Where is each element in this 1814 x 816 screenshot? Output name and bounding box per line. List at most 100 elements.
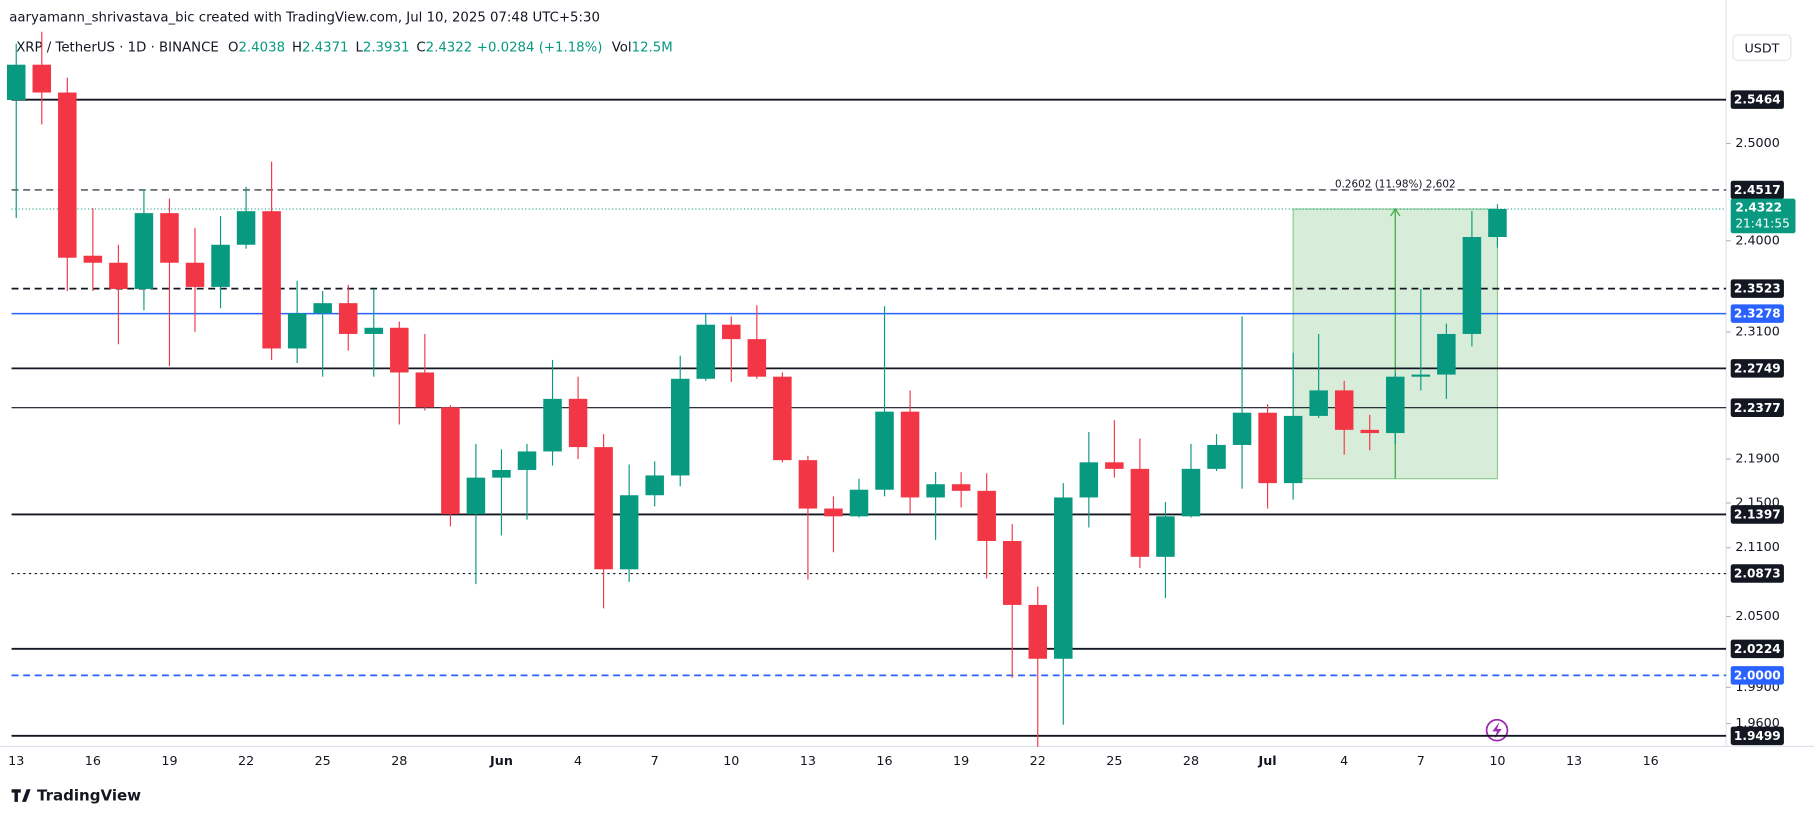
author-line: aaryamann_shrivastava_bic created with T… xyxy=(9,11,600,26)
price-tag xyxy=(1730,505,1784,524)
candle-body xyxy=(722,324,741,340)
candle-body xyxy=(594,447,613,570)
price-tag-label: 1.9499 xyxy=(1734,729,1781,743)
candle-body xyxy=(185,262,205,287)
candle-body xyxy=(160,213,179,263)
candle-body xyxy=(83,255,103,263)
candle-body xyxy=(262,211,281,349)
candle-body xyxy=(32,64,52,93)
candle-body xyxy=(6,64,26,101)
x-tick-label: Jul xyxy=(1258,753,1277,768)
change: +0.0284 (+1.18%) xyxy=(477,41,603,56)
y-tick-label: 2.0500 xyxy=(1735,608,1780,623)
price-tag xyxy=(1730,180,1784,200)
currency-box[interactable] xyxy=(1732,34,1792,61)
y-tick-label: 2.3100 xyxy=(1735,323,1780,338)
countdown: 21:41:55 xyxy=(1735,217,1789,231)
last-price-label: 2.4322 xyxy=(1735,200,1782,214)
price-tag-label: 2.0873 xyxy=(1734,567,1781,581)
price-tag-label: 2.0000 xyxy=(1734,668,1781,682)
x-tick-label: 22 xyxy=(238,753,254,768)
candle-body xyxy=(338,303,358,334)
ohlc-value: 2.4322 xyxy=(426,41,473,56)
measure-label: 0.2602 (11.98%) 2,602 xyxy=(1335,179,1456,191)
candle-body xyxy=(875,411,894,490)
event-bolt xyxy=(1492,722,1502,739)
candle-body xyxy=(1002,540,1022,605)
price-tag-label: 2.5464 xyxy=(1734,93,1781,107)
price-tag-label: 2.2749 xyxy=(1734,361,1781,375)
brand-logo xyxy=(11,789,31,802)
candle-body xyxy=(1028,604,1048,659)
brand-name: TradingView xyxy=(37,787,141,805)
price-tag xyxy=(1730,564,1784,583)
candle-body xyxy=(670,378,690,476)
x-tick-label: 22 xyxy=(1030,753,1046,768)
price-tag xyxy=(1730,279,1784,298)
candle-body xyxy=(849,489,869,517)
candle-body xyxy=(441,407,460,515)
x-tick-label: 16 xyxy=(1643,753,1659,768)
price-tag-label: 2.0224 xyxy=(1734,642,1781,656)
symbol-title: XRP / TetherUS · 1D · BINANCE xyxy=(16,41,219,56)
x-tick-label: Jun xyxy=(489,753,513,768)
x-tick-label: 4 xyxy=(1340,753,1348,768)
price-tag-label: 2.4517 xyxy=(1734,183,1781,197)
candle-body xyxy=(900,411,920,498)
ohlc-key: C xyxy=(416,41,425,56)
y-tick-label: 2.1100 xyxy=(1735,539,1780,554)
vol-key: Vol xyxy=(612,41,632,56)
candle-body xyxy=(1334,390,1354,430)
candle-body xyxy=(1181,468,1201,517)
price-tag xyxy=(1730,726,1784,746)
ohlc-value: 2.3931 xyxy=(363,41,410,56)
x-tick-label: 25 xyxy=(315,753,331,768)
candle-body xyxy=(1130,468,1150,557)
price-tag xyxy=(1730,639,1784,659)
x-tick-label: 19 xyxy=(953,753,969,768)
x-tick-label: 28 xyxy=(391,753,407,768)
x-tick-label: 25 xyxy=(1106,753,1122,768)
ohlc-key: O xyxy=(228,41,238,56)
price-tag xyxy=(1730,398,1784,417)
candle-body xyxy=(977,490,996,541)
candle-body xyxy=(1054,497,1073,659)
ohlc-key: L xyxy=(355,41,363,56)
candle-body xyxy=(236,211,256,245)
symbol-header: XRP / TetherUS · 1D · BINANCE O2.4038 H2.4… xyxy=(16,41,673,56)
candle-body xyxy=(926,484,945,498)
price-tag xyxy=(1730,666,1784,685)
candle-body xyxy=(645,475,664,496)
candle-body xyxy=(109,262,128,289)
brand: TradingView xyxy=(11,787,141,805)
candle-body xyxy=(415,372,435,408)
candle-body xyxy=(747,339,767,377)
price-tag-label: 2.2377 xyxy=(1734,401,1781,415)
x-tick-label: 19 xyxy=(161,753,177,768)
candle-body xyxy=(313,303,332,314)
candle-body xyxy=(1232,412,1252,445)
candle-body xyxy=(1156,516,1175,557)
ohlc-key: H xyxy=(292,41,302,56)
candle-body xyxy=(1411,374,1431,377)
candle-body xyxy=(287,313,307,349)
candle-body xyxy=(1105,462,1124,469)
candle-body xyxy=(1309,390,1328,416)
candle-body xyxy=(134,213,154,289)
candle-body xyxy=(798,460,818,509)
ohlc-value: 2.4371 xyxy=(302,41,349,56)
y-tick-label: 2.1900 xyxy=(1735,451,1780,466)
candle-body xyxy=(543,398,562,452)
candle-body xyxy=(1437,333,1456,375)
candle-body xyxy=(568,398,588,448)
candle-body xyxy=(824,508,843,517)
candle-body xyxy=(492,469,511,478)
measure-arrowhead xyxy=(1390,207,1401,217)
x-tick-label: 28 xyxy=(1183,753,1199,768)
x-tick-label: 13 xyxy=(1566,753,1582,768)
price-tag xyxy=(1730,359,1784,378)
y-tick-label: 2.5000 xyxy=(1735,135,1780,150)
x-tick-label: 16 xyxy=(85,753,101,768)
